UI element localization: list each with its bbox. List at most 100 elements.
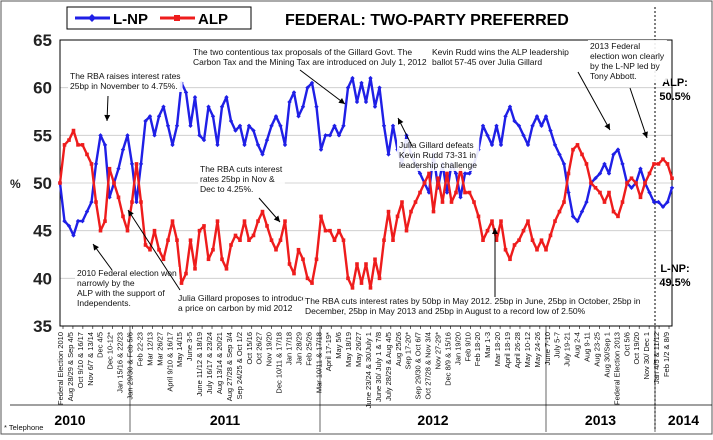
data-point <box>562 200 566 204</box>
x-axis-labels: Federal Election 2010 Aug 28/29 & Sep 4/5… <box>56 326 671 408</box>
data-point <box>93 161 99 167</box>
data-point <box>445 171 449 176</box>
data-point <box>85 152 89 157</box>
data-point <box>219 104 225 109</box>
data-point <box>521 133 526 138</box>
data-point <box>638 195 643 200</box>
annotation-arrowhead <box>273 215 280 222</box>
x-tick-label: Mar 12/13 <box>145 332 154 366</box>
data-point <box>327 133 333 138</box>
data-point <box>255 142 261 148</box>
data-point <box>602 200 607 204</box>
data-point <box>166 238 170 242</box>
annotation-arrowhead <box>642 131 648 138</box>
data-point <box>381 123 387 128</box>
data-point <box>102 142 108 148</box>
annotation: The RBA raises interest rates 25bp in Nov… <box>68 70 183 122</box>
annotation-text: Julia Gillard defeats Kevin Rudd 73-31 in… <box>399 140 477 170</box>
year-axis: 2010 2011 2012 2013 2014 <box>10 326 712 432</box>
data-point <box>305 276 310 281</box>
data-point <box>359 80 364 86</box>
annotation-text: The RBA raises interest rates 25bp in Nov… <box>70 71 181 91</box>
x-tick-label: July 5-7 <box>553 332 562 358</box>
data-point <box>76 143 80 147</box>
data-point <box>125 133 130 138</box>
data-point <box>246 123 252 128</box>
data-point <box>557 152 562 157</box>
data-point <box>607 190 611 195</box>
data-point <box>197 228 202 233</box>
data-point <box>368 286 373 290</box>
data-point <box>206 257 211 262</box>
annotation-arrow <box>577 71 611 131</box>
data-point <box>508 257 512 262</box>
data-point <box>278 123 283 128</box>
data-point <box>179 281 184 285</box>
data-point <box>660 204 666 210</box>
annotation-box <box>68 70 183 92</box>
data-point <box>345 85 351 90</box>
data-point <box>476 214 481 219</box>
data-point <box>665 199 670 205</box>
data-point <box>66 223 72 229</box>
data-point <box>355 262 359 266</box>
data-point <box>589 181 593 185</box>
y-tick-label: 65 <box>33 31 52 50</box>
data-point <box>656 162 661 166</box>
data-point <box>341 123 346 128</box>
data-point <box>314 257 319 262</box>
annotation-arrowhead <box>93 244 99 251</box>
data-point <box>539 238 544 242</box>
data-point <box>467 190 472 195</box>
data-point <box>386 152 391 157</box>
data-point <box>283 219 287 223</box>
data-point <box>323 133 328 138</box>
x-tick-label: Dec 10-12* <box>106 332 115 370</box>
data-point <box>273 114 279 119</box>
data-point <box>260 209 265 214</box>
data-point <box>566 190 571 195</box>
data-point <box>332 238 337 242</box>
x-tick-label: April 18-19 <box>503 332 512 368</box>
x-tick-label: May 5/6 <box>334 332 343 359</box>
data-point <box>292 271 296 276</box>
data-point <box>80 143 85 147</box>
data-point <box>417 171 423 176</box>
annotation-box <box>430 46 572 68</box>
data-point <box>638 166 643 171</box>
data-point <box>156 114 162 119</box>
annotation-arrowhead <box>604 123 610 130</box>
data-point <box>183 90 189 95</box>
data-point <box>157 247 161 252</box>
data-point <box>139 200 143 204</box>
data-point <box>161 257 166 262</box>
data-point <box>94 200 98 204</box>
data-point <box>238 238 242 242</box>
data-point <box>80 218 85 224</box>
x-tick-label: Aug 25/26 <box>394 332 403 366</box>
data-point <box>377 85 382 90</box>
data-point <box>161 104 166 109</box>
annotation-arrowhead <box>128 210 134 217</box>
chart-title: FEDERAL: TWO-PARTY PREFERRED <box>285 12 569 29</box>
annotation-arrow <box>299 69 346 105</box>
data-point <box>647 190 652 195</box>
annotation: Kevin Rudd wins the ALP leadership ballot… <box>430 46 611 131</box>
data-point <box>296 247 301 252</box>
data-point <box>593 185 598 190</box>
data-point <box>206 104 211 109</box>
x-tick-label: May 24-26 <box>533 332 542 367</box>
footnote: * Telephone <box>4 423 43 432</box>
data-point <box>224 95 229 100</box>
data-point <box>512 118 517 124</box>
legend: L-NP ALP <box>66 6 252 30</box>
data-point <box>670 176 674 181</box>
data-point <box>485 133 490 138</box>
data-point <box>193 267 197 271</box>
data-point <box>138 161 144 167</box>
data-point <box>314 104 319 109</box>
data-point <box>228 118 234 124</box>
legend-box <box>66 6 252 30</box>
data-point <box>215 219 220 223</box>
